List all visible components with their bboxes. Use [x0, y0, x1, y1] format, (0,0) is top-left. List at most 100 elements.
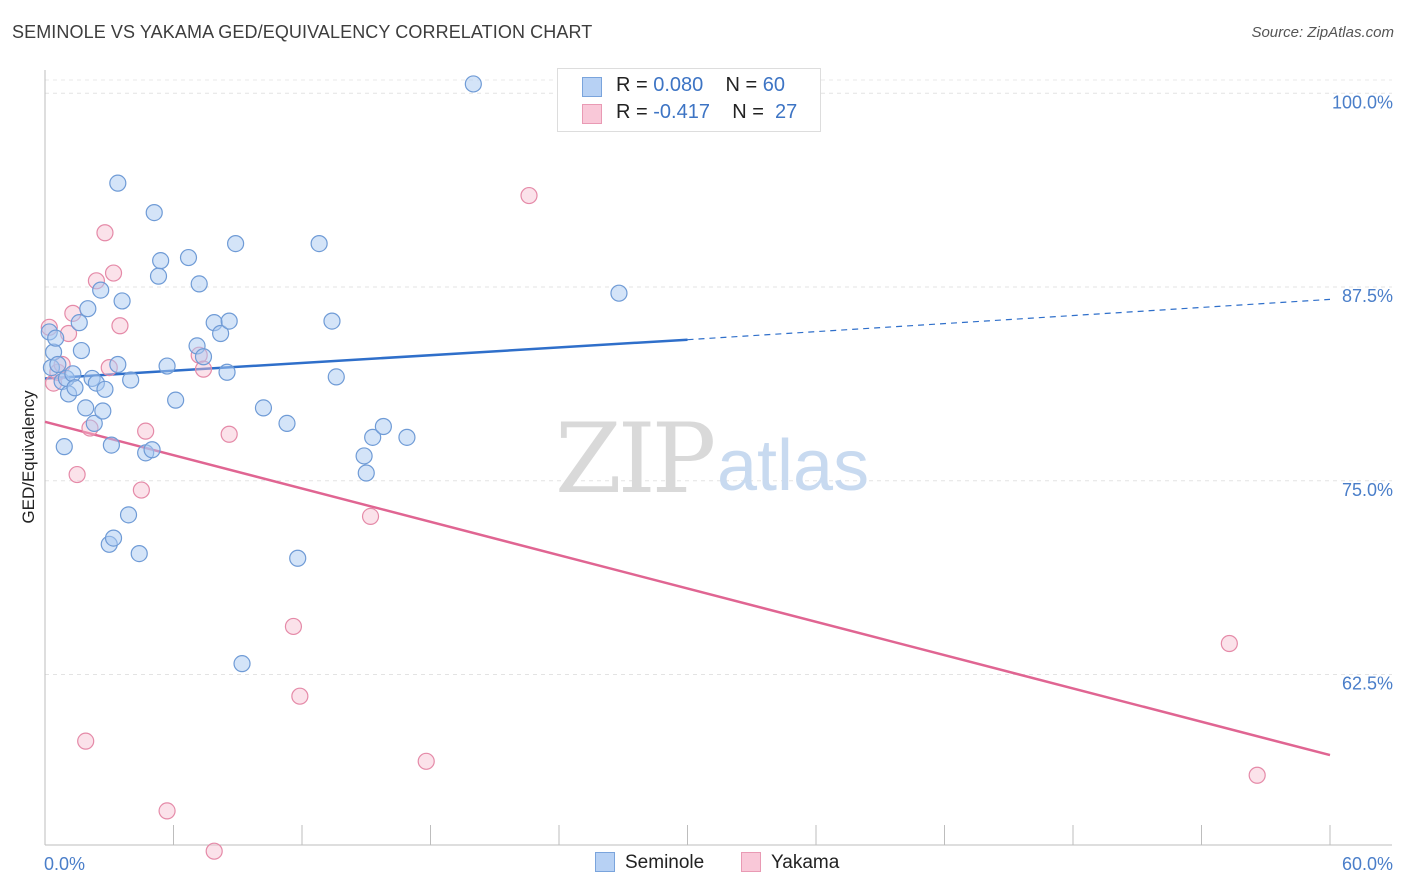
seminole-point: [104, 529, 123, 547]
seminole-point: [179, 248, 198, 267]
legend-r-value-yakama: -0.417: [653, 101, 710, 123]
x-tick-label-max: 60.0%: [1342, 854, 1393, 874]
legend-n-value-seminole: 60: [762, 74, 786, 96]
yakama-points: [40, 186, 1266, 860]
seminole-point: [143, 441, 161, 459]
seminole-point: [289, 549, 307, 567]
yakama-point: [520, 186, 538, 205]
seminole-point: [152, 252, 170, 270]
seminole-point: [158, 357, 176, 375]
seminole-point: [464, 75, 482, 93]
seminole-point: [610, 284, 628, 302]
yakama-point: [158, 802, 176, 820]
legend-r-label: R =: [616, 74, 648, 96]
seminole-point: [130, 544, 148, 563]
seminole-point: [47, 329, 65, 347]
y-axis-label: GED/Equivalency: [19, 390, 38, 524]
seminole-points: [40, 75, 628, 673]
seminole-point: [94, 402, 112, 420]
seminole-point: [92, 281, 110, 299]
bottom-legend-yakama: Yakama: [741, 852, 839, 874]
yakama-point: [104, 264, 123, 282]
yakama-point: [361, 507, 380, 526]
seminole-point: [55, 438, 73, 456]
seminole-point: [77, 399, 95, 417]
seminole-point: [167, 391, 185, 409]
legend-r-label: R =: [616, 101, 648, 123]
y-tick-label: 62.5%: [1342, 674, 1393, 694]
seminole-point: [355, 447, 373, 465]
seminole-point: [190, 275, 208, 293]
seminole-point: [109, 355, 127, 374]
chart-title: SEMINOLE VS YAKAMA GED/EQUIVALENCY CORRE…: [12, 22, 593, 42]
seminole-point: [278, 414, 296, 432]
y-tick-labels: 100.0% 87.5% 75.0% 62.5%: [1332, 92, 1393, 693]
yakama-point: [284, 617, 303, 636]
seminole-point: [119, 506, 138, 524]
yakama-point: [111, 317, 129, 335]
seminole-trend-extension: [687, 298, 1331, 341]
y-tick-label: 87.5%: [1342, 286, 1393, 306]
seminole-point: [66, 379, 84, 397]
yakama-point: [417, 752, 435, 770]
correlation-legend: R = 0.080 N = 60 R = -0.417 N = 27: [557, 68, 821, 132]
seminole-point: [220, 312, 238, 330]
seminole-point: [102, 436, 120, 454]
x-tick-label-min: 0.0%: [44, 854, 85, 874]
seminole-point: [49, 355, 67, 374]
seminole-point: [96, 380, 114, 398]
seminole-point: [227, 235, 245, 253]
seminole-point: [218, 363, 236, 381]
y-tick-label: 75.0%: [1342, 480, 1393, 500]
legend-n-label: N =: [725, 74, 758, 96]
yakama-point: [132, 481, 150, 499]
yakama-point: [205, 842, 223, 860]
yakama-legend-label: Yakama: [771, 852, 840, 873]
yakama-point: [291, 687, 309, 705]
gridlines: [45, 79, 1392, 675]
yakama-point: [77, 732, 95, 750]
y-tick-label: 100.0%: [1332, 92, 1393, 112]
seminole-legend-label: Seminole: [625, 852, 705, 873]
seminole-point: [149, 267, 168, 285]
seminole-point: [212, 324, 230, 343]
seminole-point: [109, 174, 127, 192]
seminole-point: [374, 417, 392, 436]
seminole-point: [398, 428, 416, 446]
seminole-point: [194, 348, 213, 366]
seminole-point: [357, 464, 375, 482]
trend-lines: [44, 298, 1331, 757]
yakama-point: [220, 425, 238, 443]
seminole-point: [72, 341, 91, 360]
seminole-point: [79, 300, 97, 318]
legend-n-label: N =: [732, 101, 764, 123]
bottom-legend-seminole: Seminole: [595, 852, 704, 874]
seminole-point: [122, 371, 140, 389]
seminole-point: [327, 368, 345, 386]
yakama-swatch: [582, 104, 602, 124]
seminole-point: [233, 655, 251, 673]
watermark-zip: ZIP: [555, 403, 714, 515]
seminole-point: [254, 399, 273, 417]
seminole-point: [113, 292, 131, 310]
seminole-point: [323, 312, 341, 330]
seminole-point: [145, 204, 163, 222]
seminole-point: [310, 235, 328, 253]
watermark-atlas: atlas: [717, 426, 869, 506]
yakama-legend-swatch: [741, 852, 761, 872]
seminole-point: [85, 414, 103, 432]
legend-n-value-yakama: 27: [775, 101, 798, 123]
seminole-swatch: [582, 77, 602, 97]
seminole-trend-line: [44, 338, 688, 380]
seminole-point: [64, 365, 82, 383]
yakama-point: [1220, 634, 1238, 653]
yakama-point: [137, 422, 155, 440]
watermark: ZIP atlas: [555, 403, 869, 515]
seminole-point: [70, 314, 88, 332]
seminole-point: [364, 428, 382, 446]
axes: [44, 70, 1392, 846]
seminole-legend-swatch: [595, 852, 615, 872]
yakama-trend-line: [44, 420, 1331, 757]
yakama-point: [68, 465, 86, 484]
